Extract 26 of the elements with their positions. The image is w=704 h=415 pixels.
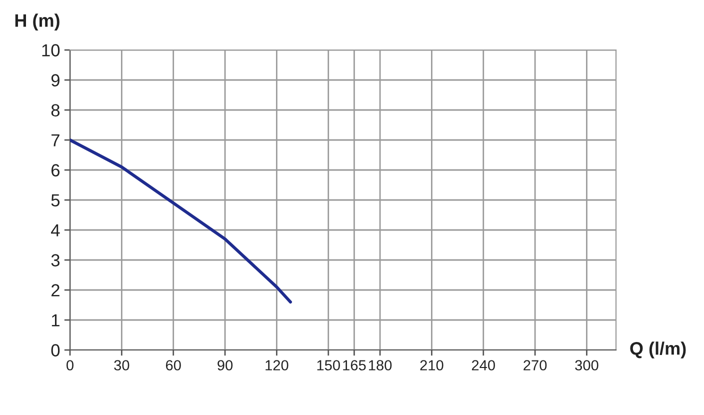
y-tick-label: 0 [51, 344, 60, 356]
y-tick-label: 1 [52, 314, 60, 326]
y-tick-label: 3 [51, 254, 60, 266]
y-tick-label: 5 [51, 194, 60, 206]
x-tick-label: 300 [575, 360, 598, 370]
y-tick-label: 2 [51, 284, 60, 296]
x-tick-label: 240 [472, 360, 495, 370]
y-tick-label: 4 [51, 224, 60, 236]
x-tick-label: 210 [420, 360, 444, 370]
x-axis-title: Q (l/m) [630, 342, 686, 358]
y-tick-label: 7 [52, 134, 60, 146]
x-tick-label: 120 [266, 360, 288, 370]
x-tick-label: 30 [114, 360, 130, 370]
y-tick-label: 9 [51, 74, 60, 86]
line-series [70, 138, 292, 304]
x-tick-label: 0 [66, 360, 74, 370]
x-tick-label: 180 [368, 360, 392, 370]
x-tick-label: 60 [166, 360, 181, 370]
x-tick-label: 90 [218, 360, 233, 370]
y-axis-title: H (m) [15, 14, 60, 31]
x-tick-label: 150 [317, 360, 340, 370]
y-tick-label: 6 [52, 164, 60, 176]
y-tick-label: 8 [51, 104, 60, 116]
x-tick-label: 270 [524, 360, 547, 370]
y-tick-label: 10 [42, 44, 60, 56]
x-tick-label: 165 [343, 360, 366, 370]
